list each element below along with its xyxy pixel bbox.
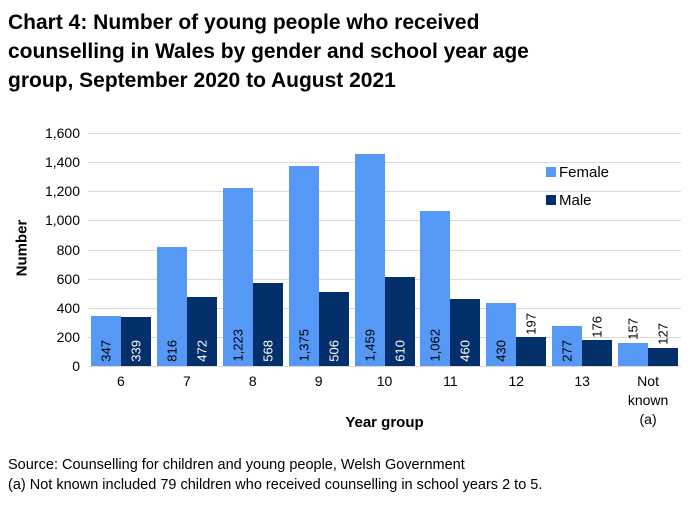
gridline-0	[88, 366, 681, 367]
x-axis-ticks: 6 7 8 9 10 11 12 13 Not known (a)	[88, 372, 681, 429]
y-tick-label-200: 200	[56, 328, 80, 345]
y-tick-label-400: 400	[56, 299, 80, 316]
bar-value-label: 1,375	[296, 329, 312, 362]
bar-value-label: 430	[493, 340, 509, 362]
legend-item-female: Female	[546, 162, 609, 182]
y-tick-label-800: 800	[56, 241, 80, 258]
bar-male-7: 472	[186, 297, 217, 366]
y-tick-label-600: 600	[56, 270, 80, 287]
bar-group-12: 430 197	[483, 133, 549, 366]
bar-male-13: 176	[582, 316, 613, 366]
bar-group-7: 816 472	[154, 133, 220, 366]
footnote-a: (a) Not known included 79 children who r…	[8, 476, 543, 493]
x-axis-title: Year group	[345, 414, 424, 431]
bar-value-label: 472	[194, 340, 210, 362]
legend-swatch-female-icon	[546, 167, 556, 177]
bar-male-10: 610	[384, 277, 415, 366]
bar-value-label: 506	[326, 340, 342, 362]
bar-value-label: 277	[559, 340, 575, 362]
bar-group-13: 277 176	[549, 133, 615, 366]
bar-male-12: 197	[516, 313, 547, 366]
chart-title-line-1: Chart 4: Number of young people who rece…	[8, 11, 480, 34]
y-tick-label-0: 0	[72, 358, 80, 374]
bar-value-label: 197	[523, 312, 539, 335]
bar-male-6: 339	[120, 316, 151, 366]
x-tick-label-7: 7	[182, 373, 191, 389]
bar-female-13: 277	[552, 325, 583, 366]
bar-female-not-known-(a): 157	[618, 318, 649, 366]
bar-value-label: 568	[260, 340, 276, 362]
y-tick-label-1,600: 1,600	[44, 125, 80, 141]
bar-female-11: 1,062	[420, 211, 451, 366]
bar-value-label: 127	[655, 322, 671, 345]
bar-value-label: 816	[164, 340, 180, 362]
legend-item-male: Male	[546, 190, 609, 210]
chart-title-line-3: group, September 2020 to August 2021	[8, 69, 396, 92]
legend-label-male: Male	[559, 191, 592, 209]
x-tick-label-12: 12	[508, 373, 525, 389]
bar-female-7: 816	[156, 247, 187, 366]
bar-value-label: 1,459	[362, 329, 377, 362]
bar-value-label: 176	[589, 315, 605, 338]
x-tick-label-8: 8	[248, 373, 257, 389]
x-tick-label-13: 13	[574, 373, 590, 389]
source-note: Source: Counselling for children and you…	[8, 457, 465, 473]
bar-female-12: 430	[486, 303, 517, 366]
bar-value-label: 347	[98, 340, 114, 362]
y-tick-label-1,200: 1,200	[44, 183, 80, 200]
chart-title-line-2: counselling in Wales by gender and schoo…	[8, 40, 529, 63]
bar-male-9: 506	[318, 292, 349, 366]
bar-female-10: 1,459	[354, 153, 385, 366]
x-tick-label-11: 11	[443, 373, 458, 389]
bar-group-not-known-(a): 157 127	[615, 133, 681, 366]
gridline-800	[88, 249, 681, 251]
footer-notes: Source: Counselling for children and you…	[8, 456, 542, 495]
x-tick-label-9: 9	[314, 373, 323, 389]
x-tick-label-6: 6	[117, 373, 125, 389]
x-tick-label-10: 10	[376, 373, 393, 389]
chart-title: Chart 4: Number of young people who rece…	[8, 8, 529, 95]
bar-group-10: 1,459 610	[352, 133, 418, 366]
legend: Female Male	[546, 162, 609, 218]
bar-value-label: 610	[392, 340, 407, 362]
bar-group-9: 1,375 506	[286, 133, 352, 366]
x-tick-label-not-known-(a): Not known (a)	[627, 373, 669, 427]
bar-value-label: 339	[128, 340, 144, 362]
bar-male-8: 568	[252, 283, 283, 366]
bar-male-11: 460	[450, 299, 481, 366]
y-tick-label-1,000: 1,000	[44, 212, 80, 229]
bar-group-6: 347 339	[88, 133, 154, 366]
legend-swatch-male-icon	[546, 195, 556, 205]
bar-value-label: 1,223	[230, 329, 246, 362]
bar-female-6: 347	[90, 315, 121, 366]
gridline-1,600	[88, 133, 681, 134]
bar-value-label: 1,062	[427, 329, 443, 362]
legend-label-female: Female	[559, 163, 610, 181]
bar-female-9: 1,375	[288, 165, 319, 366]
bar-group-11: 1,062 460	[417, 133, 483, 366]
bar-group-8: 1,223 568	[220, 133, 286, 366]
gridline-1,400	[88, 162, 681, 164]
bar-female-8: 1,223	[222, 187, 253, 366]
bar-groups: 347 339 816 472 1,223 568 1,375 506 1,459 610 1,06…	[88, 133, 681, 366]
bar-value-label: 460	[457, 340, 473, 362]
y-tick-label-1,400: 1,400	[44, 154, 80, 171]
bar-value-label: 157	[625, 318, 641, 341]
gridline-1,200	[88, 191, 681, 193]
gridline-1,000	[88, 220, 681, 222]
bar-male-not-known-(a): 127	[648, 323, 679, 366]
plot-area: 347 339 816 472 1,223 568 1,375 506 1,459 610 1,06…	[88, 133, 681, 367]
